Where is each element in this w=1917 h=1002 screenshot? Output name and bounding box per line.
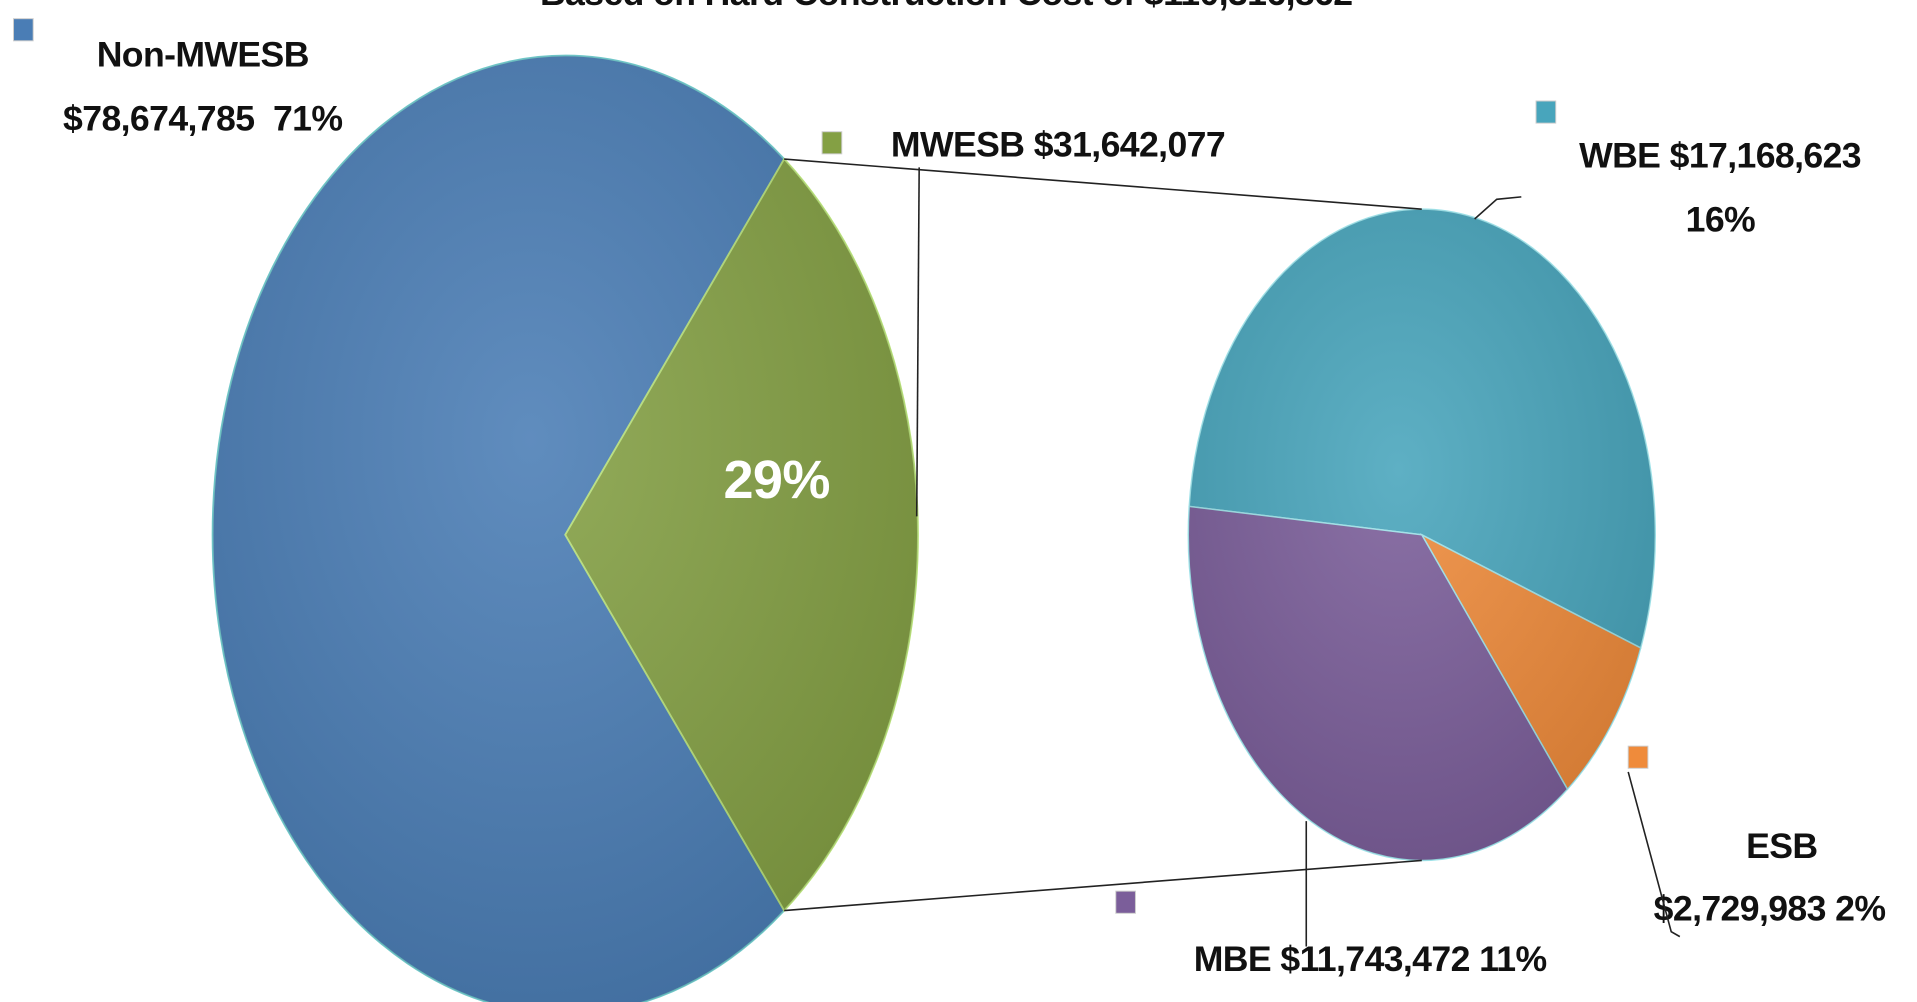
label-part: 71% <box>273 99 342 139</box>
label-part: WBE <box>1579 135 1660 175</box>
label-part: 11% <box>1479 939 1546 979</box>
leader-line <box>1627 771 1681 938</box>
data-label: MBE $11,743,472 11% <box>1194 939 1547 979</box>
label-part: MWESB <box>891 124 1024 164</box>
legend-marker <box>1535 100 1557 124</box>
label-part: MBE <box>1194 939 1271 979</box>
legend-marker <box>13 18 34 42</box>
legend-marker <box>1627 745 1649 769</box>
data-label: ESB <box>1746 826 1817 866</box>
label-part: Non-MWESB <box>97 35 309 75</box>
label-part: 16% <box>1686 199 1755 239</box>
label-part: $2,729,983 <box>1654 889 1826 929</box>
data-label: $2,729,983 2% <box>1654 889 1886 929</box>
data-label: 16% <box>1686 199 1755 239</box>
chart-title: Based on Hard Construction Cost of $110,… <box>540 0 1353 13</box>
label-part: ESB <box>1746 826 1817 866</box>
connector-line <box>784 859 1422 912</box>
label-part: $31,642,077 <box>1034 124 1225 164</box>
data-label: WBE $17,168,623 <box>1579 135 1861 175</box>
label-part: $78,674,785 <box>63 99 254 139</box>
label-part: $17,168,623 <box>1670 135 1861 175</box>
connector-line <box>784 158 1422 210</box>
label-part: $11,743,472 <box>1280 939 1469 979</box>
leader-line <box>915 167 920 517</box>
legend-marker <box>1115 890 1136 914</box>
label-part: 2% <box>1835 889 1885 929</box>
data-label: MWESB $31,642,077 <box>891 124 1225 164</box>
data-label: 29% <box>723 450 829 510</box>
legend-marker <box>821 131 843 155</box>
leader-line <box>1474 196 1522 220</box>
data-label: $78,674,785 71% <box>63 99 342 139</box>
label-part: 29% <box>723 450 829 510</box>
data-label: Non-MWESB <box>97 35 309 75</box>
